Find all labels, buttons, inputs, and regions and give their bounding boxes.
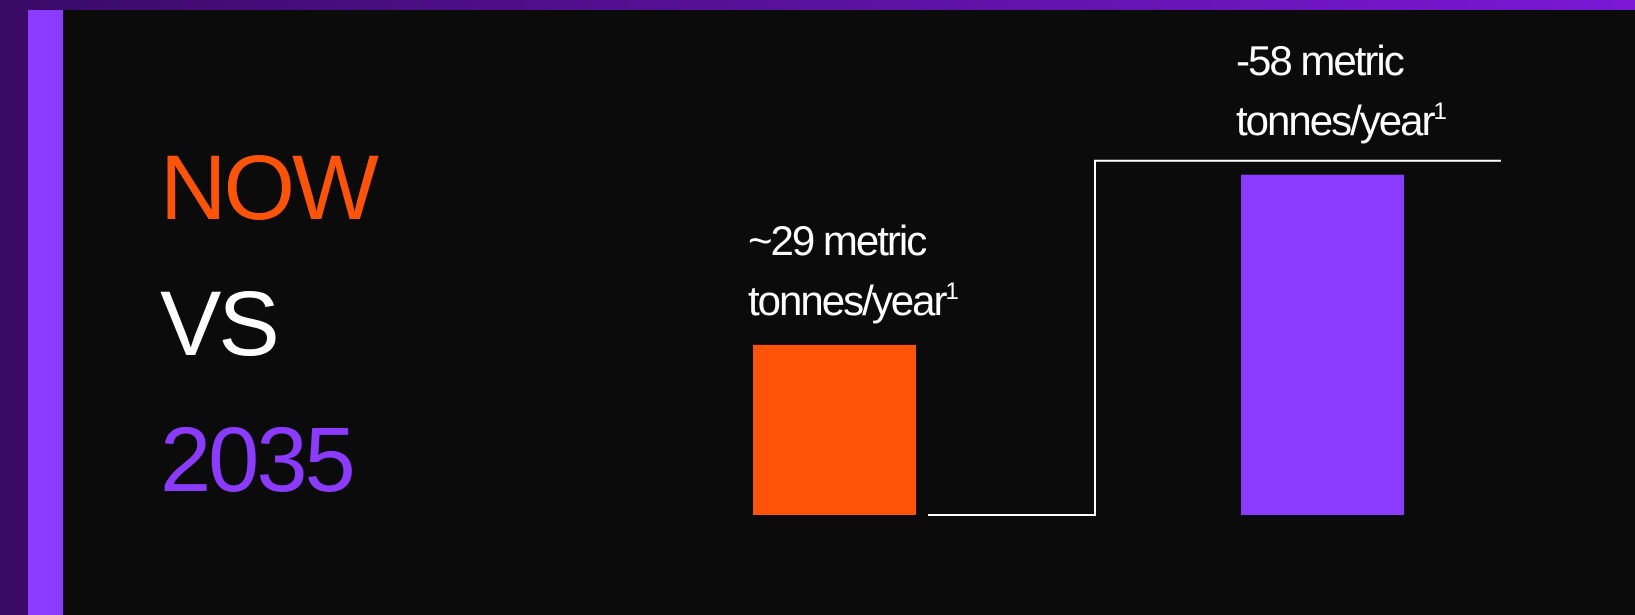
data-label-2035-line2: tonnes/year bbox=[1236, 97, 1435, 144]
step-connector-line bbox=[928, 159, 1501, 516]
bar-2035 bbox=[1241, 174, 1404, 515]
headline: NOW VS 2035 bbox=[160, 120, 379, 528]
data-label-2035-line1: -58 metric bbox=[1236, 37, 1404, 84]
data-label-now-line2: tonnes/year bbox=[748, 277, 947, 324]
data-label-2035-footnote: 1 bbox=[1433, 98, 1446, 125]
data-label-2035: -58 metric bbox=[1236, 37, 1404, 84]
data-label-now-footnote: 1 bbox=[945, 278, 958, 305]
bar-now bbox=[753, 344, 916, 515]
headline-2035: 2035 bbox=[160, 409, 356, 511]
data-label-2035-second: tonnes/year1 bbox=[1236, 97, 1446, 144]
data-label-now: ~29 metric bbox=[748, 217, 926, 264]
headline-vs: VS bbox=[160, 273, 280, 375]
left-accent-bar bbox=[28, 10, 63, 615]
data-label-now-line1: ~29 metric bbox=[748, 217, 926, 264]
data-label-now-second: tonnes/year1 bbox=[748, 277, 958, 324]
headline-now: NOW bbox=[160, 137, 379, 239]
